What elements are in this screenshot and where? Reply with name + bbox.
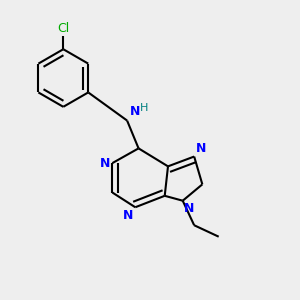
- Text: N: N: [123, 209, 134, 222]
- Text: H: H: [140, 103, 148, 113]
- Text: N: N: [184, 202, 195, 215]
- Text: Cl: Cl: [57, 22, 69, 34]
- Text: N: N: [130, 105, 140, 118]
- Text: N: N: [196, 142, 206, 155]
- Text: N: N: [99, 157, 110, 169]
